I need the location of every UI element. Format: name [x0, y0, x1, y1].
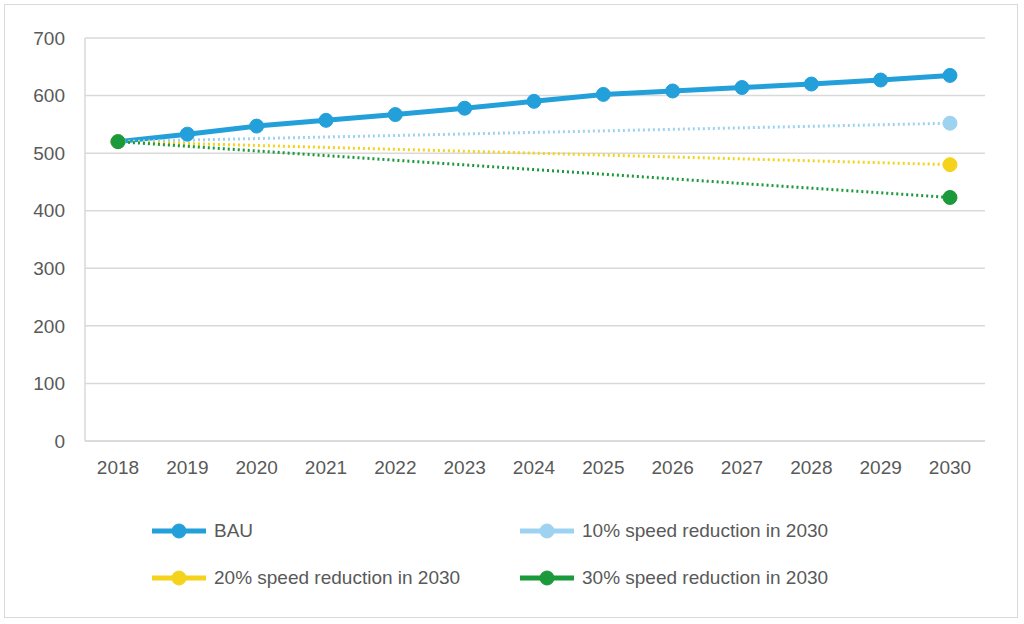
svg-text:600: 600 [33, 85, 65, 106]
svg-text:2021: 2021 [305, 457, 347, 478]
svg-text:2025: 2025 [582, 457, 624, 478]
svg-text:2028: 2028 [790, 457, 832, 478]
svg-text:2027: 2027 [721, 457, 763, 478]
svg-text:700: 700 [33, 28, 65, 49]
html-text:BAU: BAU [214, 520, 254, 541]
svg-text:100: 100 [33, 373, 65, 394]
svg-text:2024: 2024 [513, 457, 556, 478]
svg-text:200: 200 [33, 316, 65, 337]
svg-text:2029: 2029 [860, 457, 902, 478]
html-text:20% speed reduction in 2030: 20% speed reduction in 2030 [214, 567, 461, 588]
svg-text:2022: 2022 [374, 457, 416, 478]
html-text:30% speed reduction in 2030: 30% speed reduction in 2030 [582, 567, 829, 588]
svg-text:2018: 2018 [97, 457, 139, 478]
svg-text:300: 300 [33, 258, 65, 279]
svg-text:2020: 2020 [236, 457, 278, 478]
svg-text:400: 400 [33, 200, 65, 221]
svg-text:2026: 2026 [652, 457, 694, 478]
svg-text:2030: 2030 [929, 457, 971, 478]
html-text:10% speed reduction in 2030: 10% speed reduction in 2030 [582, 520, 829, 541]
svg-text:500: 500 [33, 143, 65, 164]
svg-text:2019: 2019 [166, 457, 208, 478]
svg-text:0: 0 [54, 431, 65, 452]
svg-text:2023: 2023 [444, 457, 486, 478]
